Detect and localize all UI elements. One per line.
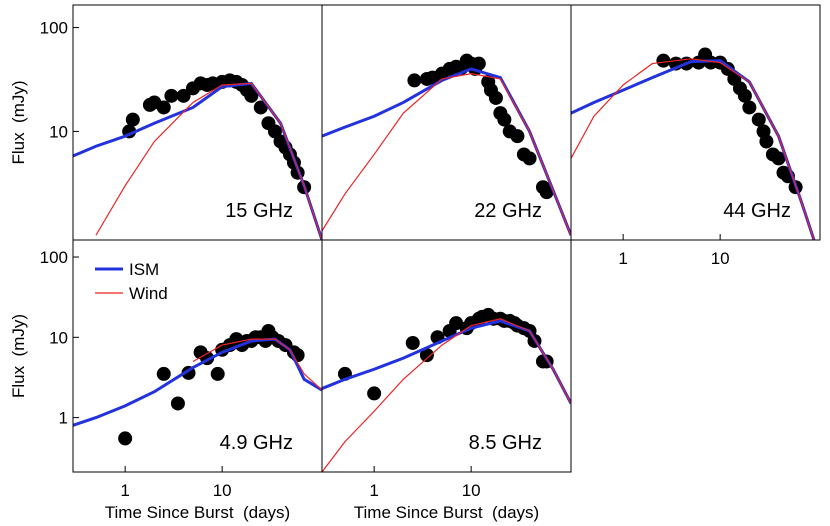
data-point bbox=[407, 73, 422, 88]
panel: 22 GHz bbox=[321, 4, 572, 241]
y-tick-label: 10 bbox=[49, 328, 68, 347]
y-tick-label: 1 bbox=[59, 409, 68, 428]
data-point bbox=[253, 100, 268, 115]
data-point bbox=[170, 396, 185, 411]
data-point bbox=[771, 151, 786, 166]
data-point bbox=[497, 112, 512, 127]
x-axis-label: Time Since Burst (days) bbox=[354, 503, 539, 522]
panel: 1 10 44 GHz bbox=[570, 4, 821, 268]
x-axis-label: Time Since Burst (days) bbox=[105, 503, 290, 522]
model-line bbox=[571, 58, 815, 240]
data-point bbox=[539, 185, 554, 200]
data-point bbox=[742, 100, 757, 115]
model-line bbox=[73, 337, 322, 427]
x-tick-label: 1 bbox=[120, 481, 129, 500]
data-point bbox=[737, 88, 752, 103]
data-point bbox=[488, 90, 503, 105]
data-point bbox=[176, 88, 191, 103]
y-axis-label: Flux (mJy) bbox=[9, 80, 28, 164]
plot-area bbox=[322, 53, 571, 236]
model-line bbox=[322, 73, 571, 236]
legend-label: Wind bbox=[129, 284, 168, 303]
panel: 1 10 8.5 GHz Time Since Burst (days) bbox=[321, 239, 572, 522]
data-point bbox=[244, 88, 259, 103]
y-tick-label: 10 bbox=[49, 122, 68, 141]
panel-label: 15 GHz bbox=[225, 200, 293, 222]
data-point bbox=[419, 348, 434, 363]
panel-label: 8.5 GHz bbox=[469, 432, 542, 454]
model-line bbox=[95, 82, 322, 240]
data-point bbox=[156, 366, 171, 381]
panel-frame bbox=[321, 239, 572, 473]
plot-area bbox=[571, 47, 816, 240]
data-point bbox=[405, 335, 420, 350]
data-point bbox=[656, 53, 671, 68]
panel-frame bbox=[570, 4, 821, 241]
panel-label: 44 GHz bbox=[723, 200, 791, 222]
x-tick-label: 10 bbox=[462, 481, 481, 500]
data-point bbox=[367, 386, 382, 401]
x-tick-label: 10 bbox=[711, 249, 730, 268]
data-point bbox=[759, 134, 774, 149]
x-tick-label: 1 bbox=[618, 249, 627, 268]
panel: 10 100 15 GHz Flux (mJy) bbox=[9, 4, 323, 241]
y-axis-label: Flux (mJy) bbox=[9, 314, 28, 398]
model-line bbox=[192, 338, 322, 391]
data-point bbox=[210, 366, 225, 381]
x-tick-label: 10 bbox=[213, 481, 232, 500]
data-point bbox=[156, 100, 171, 115]
data-point bbox=[449, 316, 464, 331]
x-tick-label: 1 bbox=[369, 481, 378, 500]
y-tick-label: 100 bbox=[40, 248, 68, 267]
y-tick-label: 100 bbox=[40, 19, 68, 38]
data-point bbox=[751, 112, 766, 127]
panel-label: 4.9 GHz bbox=[220, 432, 293, 454]
plot-area bbox=[73, 323, 322, 446]
plot-area bbox=[73, 73, 322, 240]
plot-area bbox=[322, 307, 571, 472]
data-point bbox=[510, 129, 525, 144]
data-point bbox=[125, 112, 140, 127]
legend-label: ISM bbox=[129, 260, 159, 279]
panel: 1 10 100 1 10 4.9 GHz Flux (mJy) Time Since Bur… bbox=[9, 239, 323, 522]
data-point bbox=[118, 431, 133, 446]
data-point bbox=[471, 56, 486, 71]
model-line bbox=[322, 318, 571, 472]
data-point bbox=[164, 88, 179, 103]
data-point bbox=[522, 151, 537, 166]
panel-label: 22 GHz bbox=[474, 200, 542, 222]
